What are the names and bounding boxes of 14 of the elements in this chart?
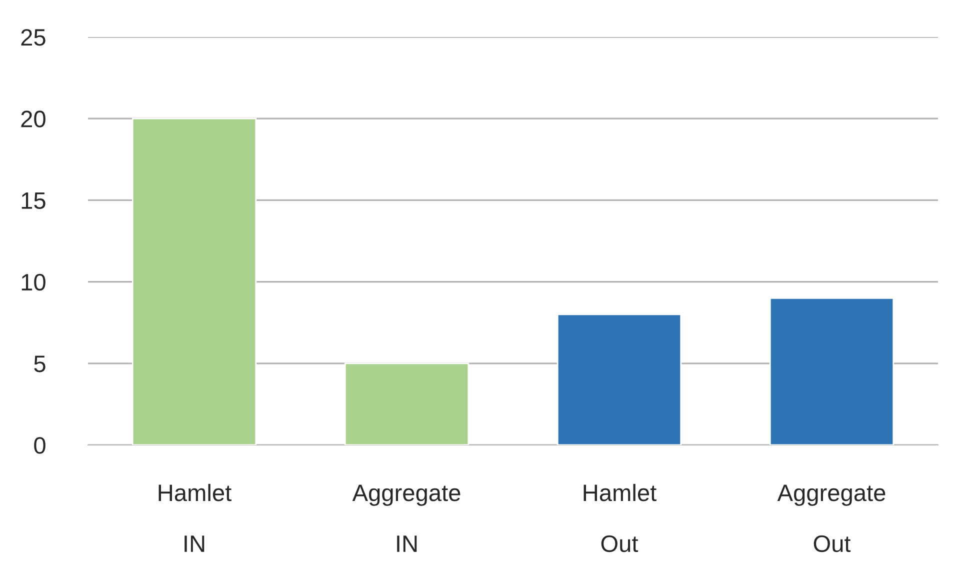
y-tick-label: 20	[21, 110, 46, 128]
bar	[132, 118, 257, 445]
category-label: Hamlet Out	[584, 484, 656, 552]
y-tick-label: 10	[22, 274, 46, 291]
y-tick-label: 5	[34, 356, 46, 372]
y-tick-label: 0	[34, 437, 46, 454]
category-label: Aggregate Out	[777, 484, 886, 552]
bar	[769, 297, 894, 445]
bar	[556, 314, 682, 445]
y-tick-label: 15	[22, 192, 46, 209]
category-label: Aggregate IN	[352, 484, 460, 552]
y-tick-label: 25	[21, 29, 46, 46]
category-label: Hamlet IN	[158, 484, 232, 552]
bar	[344, 362, 470, 445]
